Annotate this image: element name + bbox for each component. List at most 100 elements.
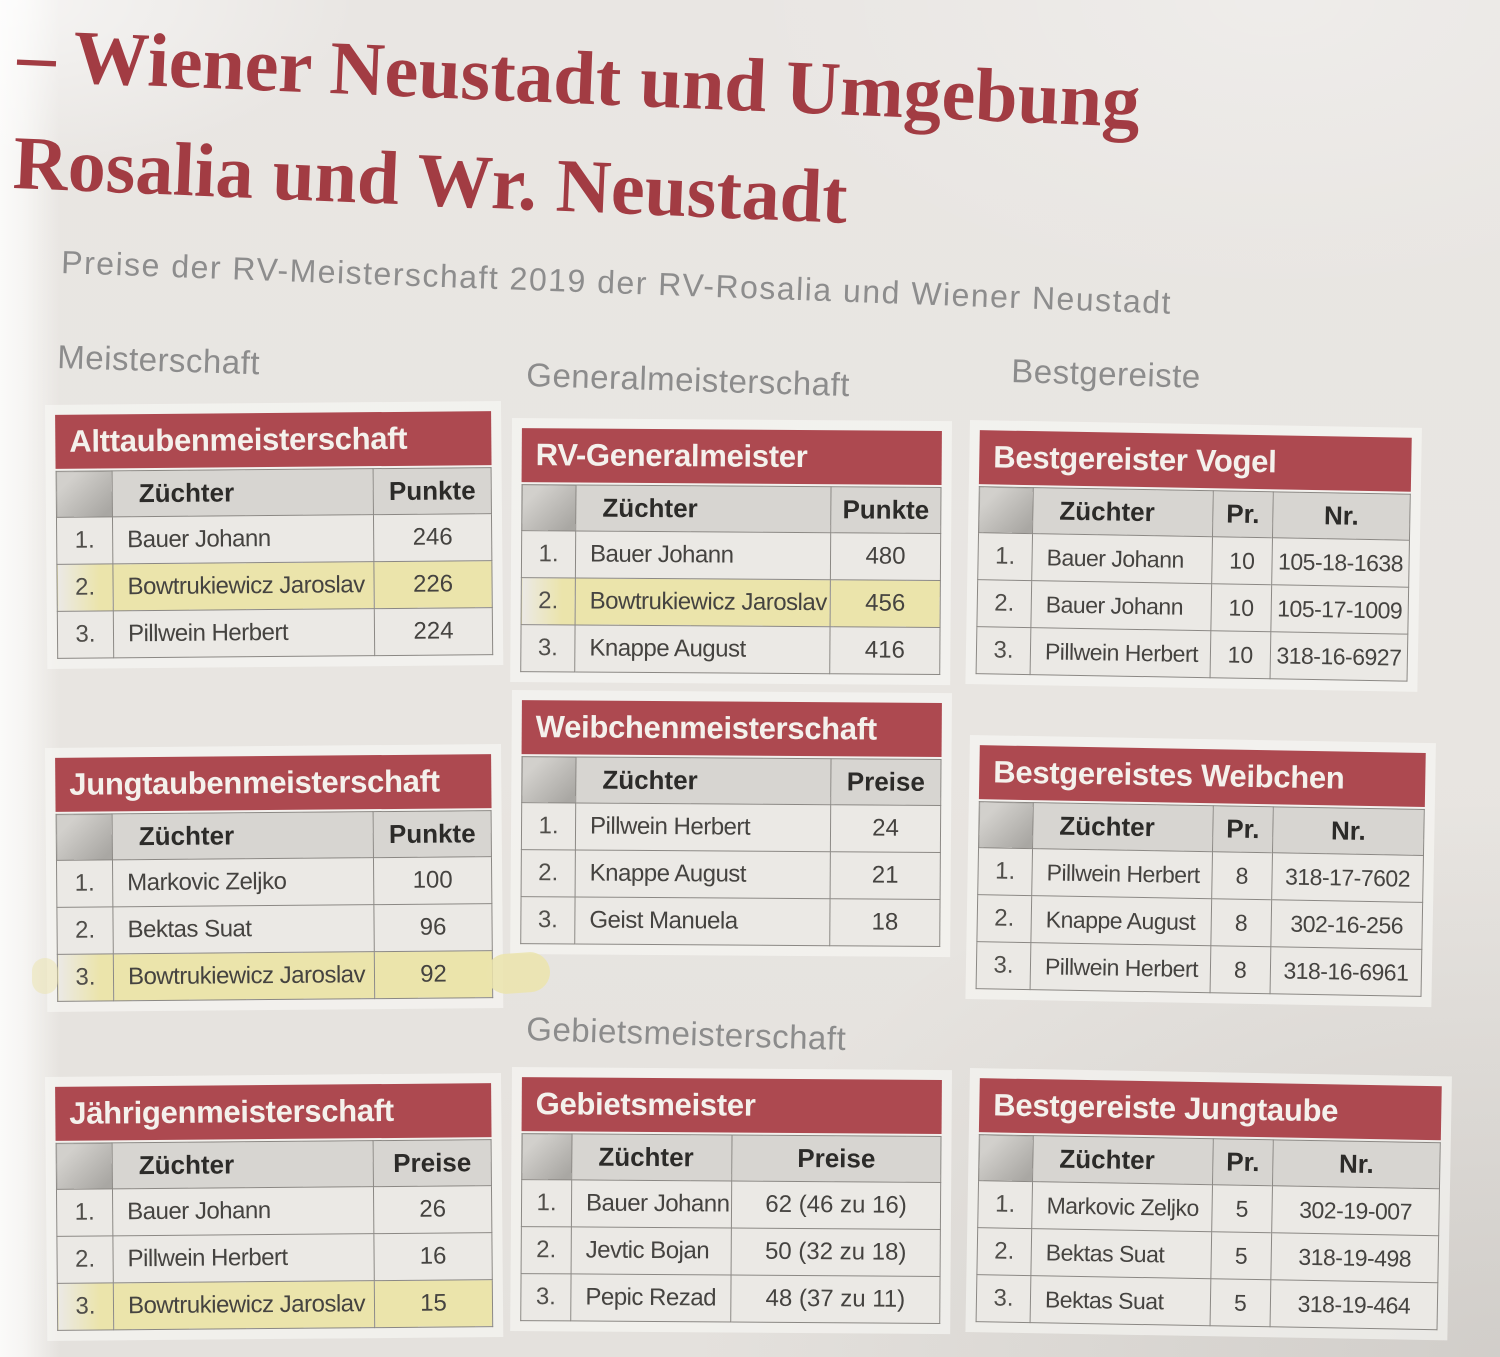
table-title-bar: RV-Generalmeister	[521, 428, 942, 486]
table-row: 1. Markovic Zeljko 5 302-19-007	[977, 1180, 1440, 1236]
weibchen-table: Züchter Preise 1. Pillwein Herbert 24 2.…	[520, 756, 942, 947]
rank-cell: 3.	[520, 896, 576, 944]
points-cell: 92	[374, 950, 493, 999]
table-row: 3. Knappe August 416	[520, 624, 941, 675]
rank-cell: 1.	[977, 1180, 1033, 1229]
generalmeister-table: Züchter Punkte 1. Bauer Johann 480 2. Bo…	[520, 484, 942, 675]
pr-col-header: Pr.	[1212, 1138, 1274, 1186]
pr-col-header: Pr.	[1212, 490, 1274, 538]
corner-cell	[56, 1142, 113, 1190]
points-cell: 224	[374, 607, 493, 656]
bestgereistes-weibchen-table: Züchter Pr. Nr. 1. Pillwein Herbert 8 31…	[976, 801, 1425, 997]
table-row: 1. Bauer Johann 480	[521, 530, 941, 581]
nr-col-header: Nr.	[1272, 1139, 1441, 1189]
points-cell: 480	[830, 532, 941, 581]
prize-cell: 21	[830, 851, 941, 900]
name-cell: Bauer Johann	[1031, 533, 1213, 584]
rank-cell: 2.	[521, 1226, 572, 1274]
rank-cell: 1.	[56, 859, 113, 908]
table-row: 2. Bektas Suat 5 318-19-498	[976, 1227, 1439, 1283]
pr-col-header: Pr.	[1212, 805, 1274, 853]
nr-col-header: Nr.	[1272, 491, 1411, 541]
table-row: 3. Pillwein Herbert 224	[57, 607, 493, 659]
table-row: 1. Bauer Johann 246	[56, 513, 492, 565]
table-row: 3. Pillwein Herbert 8 318-16-6961	[976, 941, 1422, 997]
gebietsmeister-table: Züchter Preise 1. Bauer Johann 62 (46 zu…	[520, 1133, 942, 1324]
rank-cell: 3.	[520, 624, 576, 672]
table-row: 2. Knappe August 21	[521, 849, 941, 900]
jaehrigen-table: Züchter Preise 1. Bauer Johann 26 2. Pil…	[56, 1139, 494, 1331]
name-cell: Bauer Johann	[112, 514, 374, 564]
name-cell: Bowtrukiewicz Jaroslav	[113, 951, 375, 1001]
name-cell: Bowtrukiewicz Jaroslav	[575, 577, 831, 627]
table-row: 2. Pillwein Herbert 16	[56, 1232, 493, 1284]
bestgereister-vogel-table-card: Bestgereister Vogel Züchter Pr. Nr. 1. B…	[965, 420, 1422, 692]
table-row: 2. Bowtrukiewicz Jaroslav 456	[521, 577, 941, 628]
name-cell: Pillwein Herbert	[113, 608, 375, 658]
name-cell: Bauer Johann	[1030, 580, 1212, 631]
name-cell: Bektas Suat	[1030, 1275, 1211, 1326]
name-cell: Pillwein Herbert	[112, 1233, 375, 1283]
jungtauben-table-card: Jungtaubenmeisterschaft Züchter Punkte 1…	[45, 744, 504, 1012]
ring-number-cell: 318-19-498	[1270, 1232, 1439, 1283]
prize-cell: 15	[374, 1279, 493, 1328]
name-cell: Bauer Johann	[575, 530, 831, 580]
rank-cell: 3.	[976, 941, 1031, 990]
rank-cell: 1.	[977, 532, 1033, 581]
rank-cell: 1.	[56, 516, 113, 565]
header-row: Züchter Preise	[521, 1133, 942, 1183]
rank-cell: 3.	[57, 1282, 114, 1331]
corner-cell	[56, 813, 113, 861]
table-row: 3. Bektas Suat 5 318-19-464	[976, 1274, 1438, 1330]
table-title-bar: Jungtaubenmeisterschaft	[55, 754, 492, 812]
preise-col-header: Preise	[373, 1139, 492, 1187]
corner-cell	[521, 484, 577, 531]
prize-count-cell: 8	[1211, 851, 1273, 900]
rank-cell: 3.	[976, 1274, 1031, 1323]
zuechter-col-header: Züchter	[575, 756, 832, 805]
points-cell: 226	[373, 560, 493, 609]
rank-cell: 3.	[57, 953, 114, 1002]
prize-count-cell: 10	[1210, 583, 1272, 632]
table-title-bar: Bestgereister Vogel	[978, 430, 1412, 492]
name-cell: Jevtic Bojan	[571, 1226, 732, 1276]
generalmeister-table-card: RV-Generalmeister Züchter Punkte 1. Baue…	[510, 418, 952, 686]
rank-cell: 2.	[976, 579, 1032, 628]
table-title-bar: Bestgereiste Jungtaube	[978, 1078, 1442, 1141]
corner-cell	[978, 486, 1034, 534]
preise-col-header: Preise	[830, 758, 942, 806]
header-row: Züchter Punkte	[521, 484, 942, 534]
zuechter-col-header: Züchter	[1032, 1135, 1214, 1185]
table-row: 1. Pillwein Herbert 24	[521, 802, 941, 853]
rank-cell: 2.	[56, 563, 114, 612]
ring-number-cell: 318-16-6927	[1270, 631, 1408, 682]
ring-number-cell: 105-18-1638	[1271, 537, 1410, 588]
name-cell: Markovic Zeljko	[112, 857, 374, 907]
table-row: 1. Pillwein Herbert 8 318-17-7602	[977, 847, 1424, 903]
table-row: 2. Bauer Johann 10 105-17-1009	[976, 579, 1409, 635]
table-row: 1. Bauer Johann 62 (46 zu 16)	[521, 1179, 941, 1230]
rank-cell: 2.	[521, 849, 576, 897]
zuechter-col-header: Züchter	[1032, 802, 1214, 852]
bestgereistes-weibchen-table-card: Bestgereistes Weibchen Züchter Pr. Nr. 1…	[965, 735, 1436, 1008]
corner-cell	[978, 1134, 1034, 1182]
section-label-meisterschaft: Meisterschaft	[56, 338, 261, 382]
jungtauben-table: Züchter Punkte 1. Markovic Zeljko 100 2.…	[56, 810, 494, 1002]
table-row: 3. Bowtrukiewicz Jaroslav 92	[57, 950, 493, 1002]
prize-count-cell: 10	[1210, 630, 1271, 679]
bestgereister-vogel-table: Züchter Pr. Nr. 1. Bauer Johann 10 105-1…	[976, 486, 1411, 682]
rank-cell: 1.	[521, 530, 576, 578]
punkte-col-header: Punkte	[373, 810, 492, 858]
table-row: 2. Knappe August 8 302-16-256	[976, 894, 1423, 950]
zuechter-col-header: Züchter	[112, 1140, 374, 1189]
name-cell: Knappe August	[1030, 895, 1212, 946]
ring-number-cell: 318-17-7602	[1271, 852, 1424, 903]
ring-number-cell: 318-19-464	[1270, 1279, 1438, 1330]
points-cell: 416	[829, 626, 941, 675]
bestgereiste-jungtaube-table-card: Bestgereiste Jungtaube Züchter Pr. Nr. 1…	[965, 1068, 1452, 1341]
rank-cell: 3.	[976, 626, 1031, 675]
ring-number-cell: 302-19-007	[1271, 1185, 1440, 1236]
nr-col-header: Nr.	[1272, 806, 1425, 856]
rank-cell: 1.	[56, 1188, 113, 1237]
